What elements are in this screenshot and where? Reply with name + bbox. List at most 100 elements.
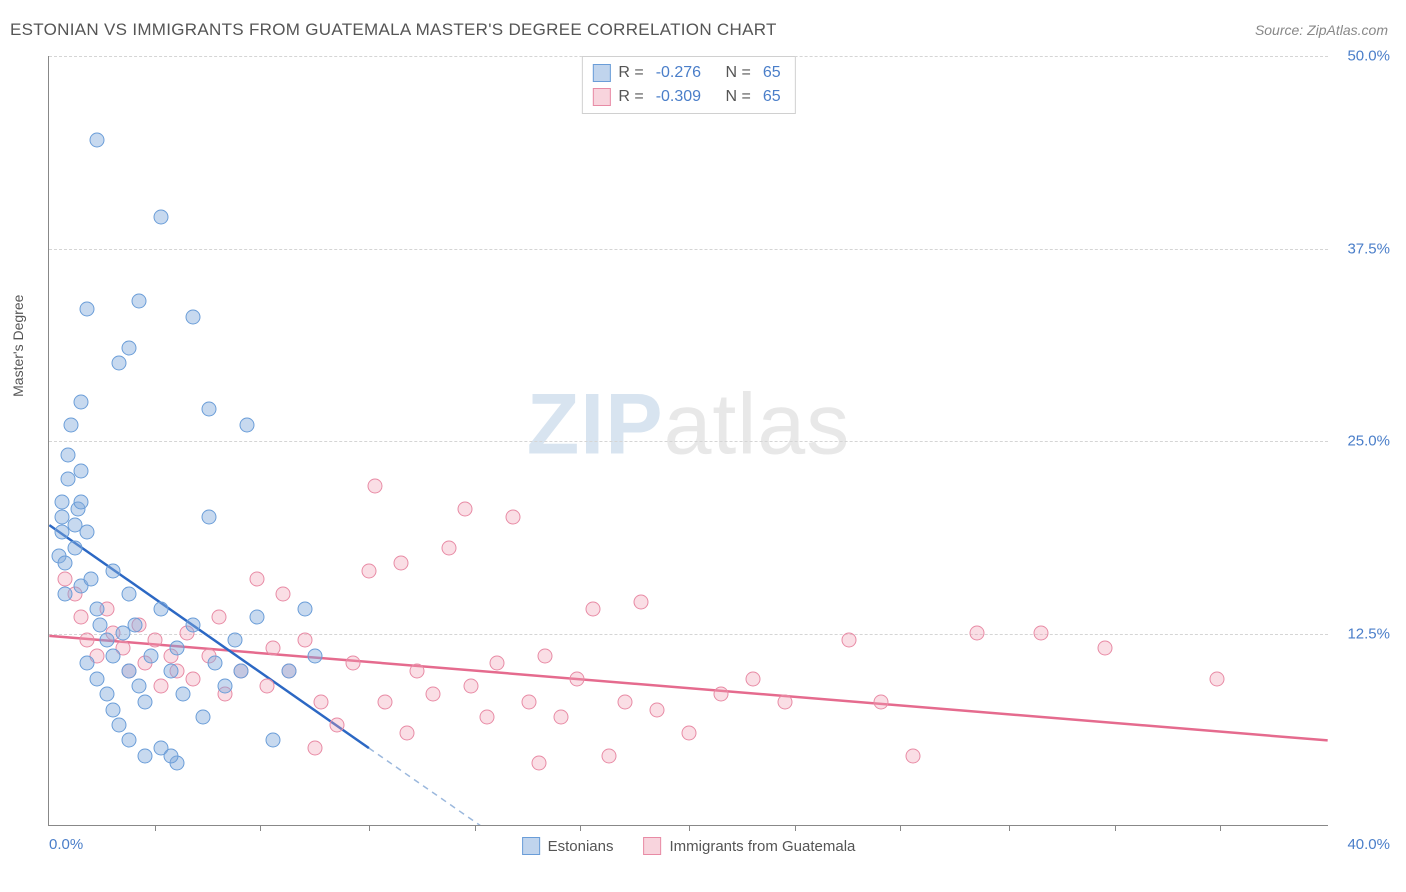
data-point (346, 656, 361, 671)
data-point (186, 309, 201, 324)
data-point (275, 587, 290, 602)
chart-title: ESTONIAN VS IMMIGRANTS FROM GUATEMALA MA… (10, 20, 777, 40)
data-point (570, 671, 585, 686)
y-axis-label: Master's Degree (10, 295, 26, 397)
data-point (93, 617, 108, 632)
data-point (618, 694, 633, 709)
data-point (58, 571, 73, 586)
data-point (458, 502, 473, 517)
data-point (64, 417, 79, 432)
data-point (163, 664, 178, 679)
source-attribution: Source: ZipAtlas.com (1255, 22, 1388, 38)
data-point (682, 725, 697, 740)
legend-item-b: Immigrants from Guatemala (643, 837, 855, 855)
data-point (307, 648, 322, 663)
data-point (106, 563, 121, 578)
data-point (490, 656, 505, 671)
data-point (186, 671, 201, 686)
data-point (394, 556, 409, 571)
data-point (131, 294, 146, 309)
x-tick (475, 825, 476, 831)
data-point (842, 633, 857, 648)
data-point (218, 679, 233, 694)
data-point (314, 694, 329, 709)
data-point (538, 648, 553, 663)
swatch-blue (592, 64, 610, 82)
data-point (147, 633, 162, 648)
data-point (61, 448, 76, 463)
data-point (298, 602, 313, 617)
data-point (99, 687, 114, 702)
data-point (58, 556, 73, 571)
data-point (307, 741, 322, 756)
data-point (1034, 625, 1049, 640)
data-point (154, 602, 169, 617)
data-point (906, 748, 921, 763)
data-point (714, 687, 729, 702)
data-point (259, 679, 274, 694)
plot-area: ZIPatlas R = -0.276 N = 65 R = -0.309 N … (48, 56, 1328, 826)
data-point (80, 656, 95, 671)
data-point (99, 633, 114, 648)
data-point (208, 656, 223, 671)
data-point (67, 540, 82, 555)
data-point (122, 733, 137, 748)
data-point (106, 648, 121, 663)
data-point (211, 610, 226, 625)
data-point (80, 525, 95, 540)
data-point (554, 710, 569, 725)
data-point (464, 679, 479, 694)
data-point (186, 617, 201, 632)
series-legend: Estonians Immigrants from Guatemala (522, 837, 856, 855)
y-tick-label: 37.5% (1347, 240, 1390, 257)
data-point (650, 702, 665, 717)
y-tick-label: 25.0% (1347, 433, 1390, 450)
data-point (378, 694, 393, 709)
y-tick-label: 12.5% (1347, 625, 1390, 642)
data-point (170, 640, 185, 655)
data-point (80, 302, 95, 317)
x-axis-max-label: 40.0% (1347, 836, 1390, 853)
legend-row-a: R = -0.276 N = 65 (592, 61, 784, 85)
x-tick (260, 825, 261, 831)
x-tick (369, 825, 370, 831)
x-tick (795, 825, 796, 831)
x-tick (580, 825, 581, 831)
data-point (74, 610, 89, 625)
legend-row-b: R = -0.309 N = 65 (592, 85, 784, 109)
data-point (410, 664, 425, 679)
data-point (128, 617, 143, 632)
data-point (522, 694, 537, 709)
data-point (970, 625, 985, 640)
data-point (362, 563, 377, 578)
data-point (531, 756, 546, 771)
data-point (58, 587, 73, 602)
data-point (266, 640, 281, 655)
data-point (106, 702, 121, 717)
data-point (138, 694, 153, 709)
data-point (154, 209, 169, 224)
data-point (195, 710, 210, 725)
data-point (122, 340, 137, 355)
data-point (176, 687, 191, 702)
data-point (112, 717, 127, 732)
data-point (202, 510, 217, 525)
data-point (122, 587, 137, 602)
data-point (90, 132, 105, 147)
data-point (234, 664, 249, 679)
data-point (1210, 671, 1225, 686)
data-point (144, 648, 159, 663)
data-point (506, 510, 521, 525)
data-point (282, 664, 297, 679)
data-point (480, 710, 495, 725)
x-tick (1220, 825, 1221, 831)
data-point (602, 748, 617, 763)
watermark: ZIPatlas (527, 376, 850, 475)
x-tick (689, 825, 690, 831)
y-tick-label: 50.0% (1347, 48, 1390, 65)
x-axis-min-label: 0.0% (49, 836, 83, 853)
data-point (330, 717, 345, 732)
data-point (90, 671, 105, 686)
data-point (368, 479, 383, 494)
data-point (240, 417, 255, 432)
